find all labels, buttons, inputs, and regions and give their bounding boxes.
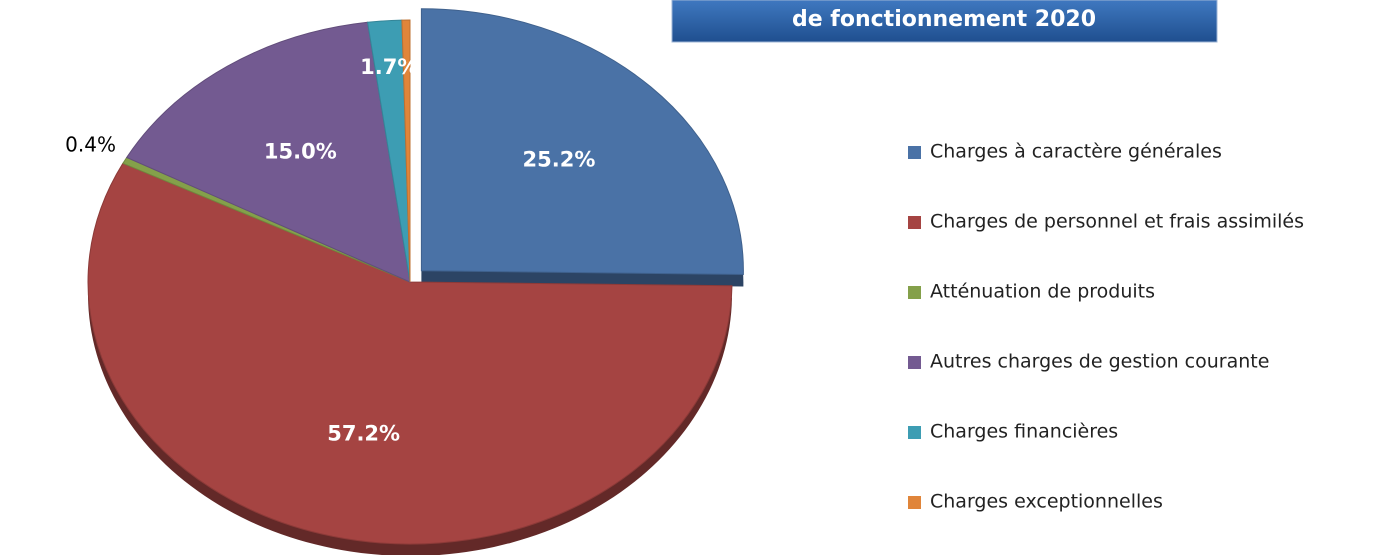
legend-swatch — [908, 146, 921, 159]
legend-label: Charges de personnel et frais assimilés — [930, 211, 1304, 233]
legend-swatch — [908, 286, 921, 299]
legend: Charges à caractère générales Charges de … — [908, 141, 1304, 513]
slice — [125, 21, 411, 283]
legend-label: Charges à caractère générales — [930, 141, 1222, 163]
title-box — [671, 0, 1218, 43]
data-label: 0.4% — [65, 132, 116, 156]
chart-title: de fonctionnement 2020 — [792, 7, 1096, 32]
slice — [420, 8, 744, 275]
pie: 25.2%57.2%0.4%15.0%1.7%0.4% — [65, 8, 744, 555]
legend-swatch — [908, 426, 921, 439]
legend-label: Atténuation de produits — [930, 281, 1155, 303]
data-label: 25.2% — [523, 147, 596, 171]
legend-label: Charges exceptionnelles — [930, 491, 1163, 513]
data-label: 15.0% — [264, 140, 337, 164]
data-label: 57.2% — [327, 422, 400, 446]
legend-label: Autres charges de gestion courante — [930, 351, 1269, 373]
data-label: 1.7% — [360, 55, 418, 79]
legend-swatch — [908, 496, 921, 509]
slice — [401, 19, 411, 283]
legend-swatch — [908, 216, 921, 229]
legend-swatch — [908, 356, 921, 369]
slice — [87, 162, 733, 545]
legend-label: Charges financières — [930, 421, 1118, 443]
